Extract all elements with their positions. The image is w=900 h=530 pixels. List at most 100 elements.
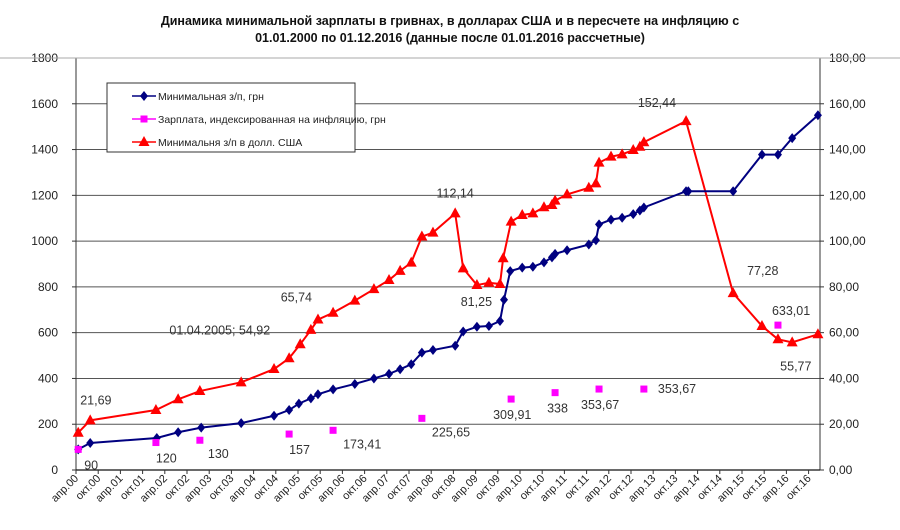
y-left-tick-label: 1600 (31, 97, 58, 111)
uah-point (496, 315, 505, 326)
uah-point (484, 321, 493, 332)
usd-point (457, 262, 469, 273)
uah-point (528, 261, 537, 272)
usd-point (561, 188, 573, 199)
usd-point (786, 336, 798, 347)
usd-point (349, 294, 361, 305)
inflation-data-label: 633,01 (772, 304, 810, 318)
legend-box (106, 82, 356, 153)
y-left-tick-label: 0 (51, 463, 58, 477)
uah-point (428, 345, 437, 356)
y-right-tick-label: 140,00 (829, 143, 866, 157)
inflation-data-label: 157 (289, 443, 310, 457)
uah-point (417, 347, 426, 358)
uah-point (629, 209, 638, 220)
y-left-tick-label: 800 (38, 280, 58, 294)
uah-point (451, 340, 460, 351)
usd-data-label: 77,28 (747, 264, 778, 278)
usd-point (812, 328, 824, 339)
legend-label: Минимальня з/п в долл. США (158, 137, 302, 149)
uah-point (639, 202, 648, 213)
inflation-point (74, 445, 82, 453)
usd-point (194, 385, 206, 396)
uah-point (618, 212, 627, 223)
inflation-point (285, 430, 293, 438)
uah-point (294, 398, 303, 409)
usd-point (150, 404, 162, 415)
uah-point (270, 410, 279, 421)
uah-series-line (77, 114, 819, 451)
y-left-tick-label: 1400 (31, 143, 58, 157)
usd-point (449, 207, 461, 218)
y-right-tick-label: 0,00 (829, 463, 853, 477)
inflation-point (774, 321, 782, 329)
usd-data-label: 01.04.2005; 54,92 (169, 323, 270, 337)
uah-point (729, 186, 738, 197)
uah-point (773, 149, 782, 160)
inflation-point (329, 426, 337, 434)
usd-point (593, 156, 605, 167)
usd-point (756, 320, 768, 331)
uah-point (459, 326, 468, 337)
usd-point (305, 323, 317, 334)
uah-point (407, 359, 416, 370)
inflation-point (640, 385, 648, 393)
y-right-tick-label: 100,00 (829, 234, 866, 248)
uah-point (595, 219, 604, 230)
chart-title-line2: 01.01.2000 по 01.12.2016 (данные после 0… (255, 31, 645, 45)
usd-point (416, 230, 428, 241)
uah-point (174, 427, 183, 438)
uah-point (396, 364, 405, 375)
usd-point (627, 144, 639, 155)
usd-point (772, 333, 784, 344)
uah-point (506, 266, 515, 277)
usd-point (383, 274, 395, 285)
usd-data-label: 152,44 (638, 96, 676, 110)
uah-point (607, 214, 616, 225)
inflation-point (595, 385, 603, 393)
uah-point (551, 248, 560, 259)
inflation-point (152, 439, 160, 447)
uah-point (518, 262, 527, 273)
uah-point (500, 294, 509, 305)
usd-point (405, 256, 417, 267)
uah-point (539, 257, 548, 268)
uah-point (584, 239, 593, 250)
uah-point (788, 133, 797, 144)
y-right-tick-label: 40,00 (829, 371, 859, 385)
y-left-tick-label: 1000 (31, 234, 58, 248)
usd-series-line (77, 119, 819, 434)
uah-point (563, 245, 572, 256)
inflation-data-label: 130 (208, 447, 229, 461)
usd-point (312, 313, 324, 324)
uah-point (197, 422, 206, 433)
usd-point (680, 115, 692, 126)
y-left-tick-label: 200 (38, 417, 58, 431)
x-tick-label: апр.00 (49, 473, 81, 505)
y-right-tick-label: 20,00 (829, 417, 859, 431)
usd-point (235, 376, 247, 387)
legend-label: Зарплата, индексированная на инфляцию, г… (158, 114, 386, 126)
usd-data-label: 55,77 (780, 359, 811, 373)
y-left-tick-label: 600 (38, 326, 58, 340)
y-left-tick-label: 1200 (31, 188, 58, 202)
usd-point (294, 338, 306, 349)
inflation-data-label: 353,67 (658, 382, 696, 396)
y-right-tick-label: 60,00 (829, 326, 859, 340)
inflation-data-label: 309,91 (493, 408, 531, 422)
uah-point (813, 110, 822, 121)
inflation-data-label: 225,65 (432, 425, 470, 439)
usd-point (549, 194, 561, 205)
usd-point (497, 252, 509, 263)
inflation-point (418, 414, 426, 422)
usd-point (483, 276, 495, 287)
usd-point (638, 136, 650, 147)
inflation-data-label: 353,67 (581, 398, 619, 412)
legend-marker (140, 115, 148, 123)
usd-point (616, 148, 628, 159)
usd-point (494, 278, 506, 289)
usd-point (268, 363, 280, 374)
uah-point (306, 393, 315, 404)
usd-point (505, 215, 517, 226)
